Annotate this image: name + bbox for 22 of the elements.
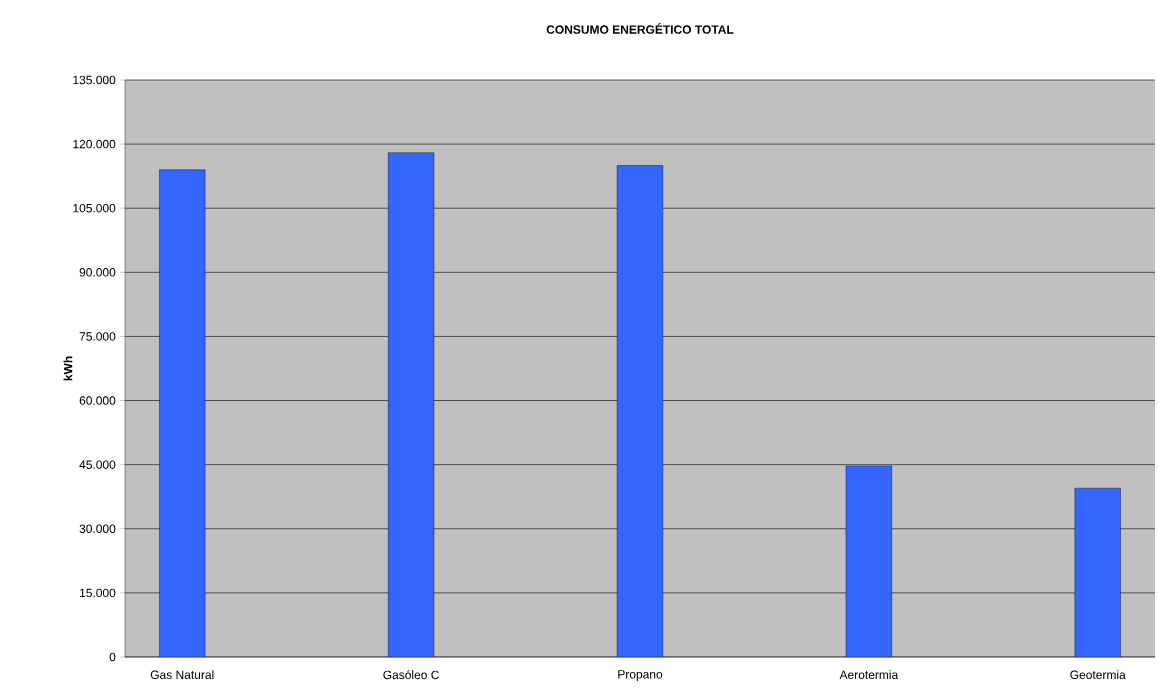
y-tick-label: 60.000 — [79, 396, 116, 405]
y-tick-label: 45.000 — [79, 460, 116, 469]
x-tick-label: Gas Natural — [150, 670, 214, 679]
x-tick-label: Geotermia — [1070, 670, 1126, 679]
bar — [845, 465, 892, 657]
y-tick-label: 105.000 — [73, 203, 116, 213]
x-tick-label: Aerotermia — [839, 670, 899, 679]
x-tick-label: Propano — [618, 670, 663, 681]
y-tick-label: 135.000 — [73, 75, 116, 85]
y-tick-label: 75.000 — [79, 332, 116, 341]
bar — [1074, 487, 1121, 657]
bar — [388, 152, 435, 657]
y-tick-label: 30.000 — [79, 524, 116, 533]
chart-title: CONSUMO ENERGÉTICO TOTAL — [546, 23, 734, 34]
y-axis-title: kWh — [63, 356, 73, 381]
y-tick-label: 90.000 — [79, 268, 116, 277]
y-tick-label: 120.000 — [73, 139, 116, 149]
bar — [616, 165, 664, 657]
y-tick-label: 15.000 — [80, 588, 116, 598]
x-tick-label: Gasóleo C — [383, 670, 439, 680]
bar — [159, 169, 206, 657]
y-tick-label: 0 — [109, 652, 116, 662]
